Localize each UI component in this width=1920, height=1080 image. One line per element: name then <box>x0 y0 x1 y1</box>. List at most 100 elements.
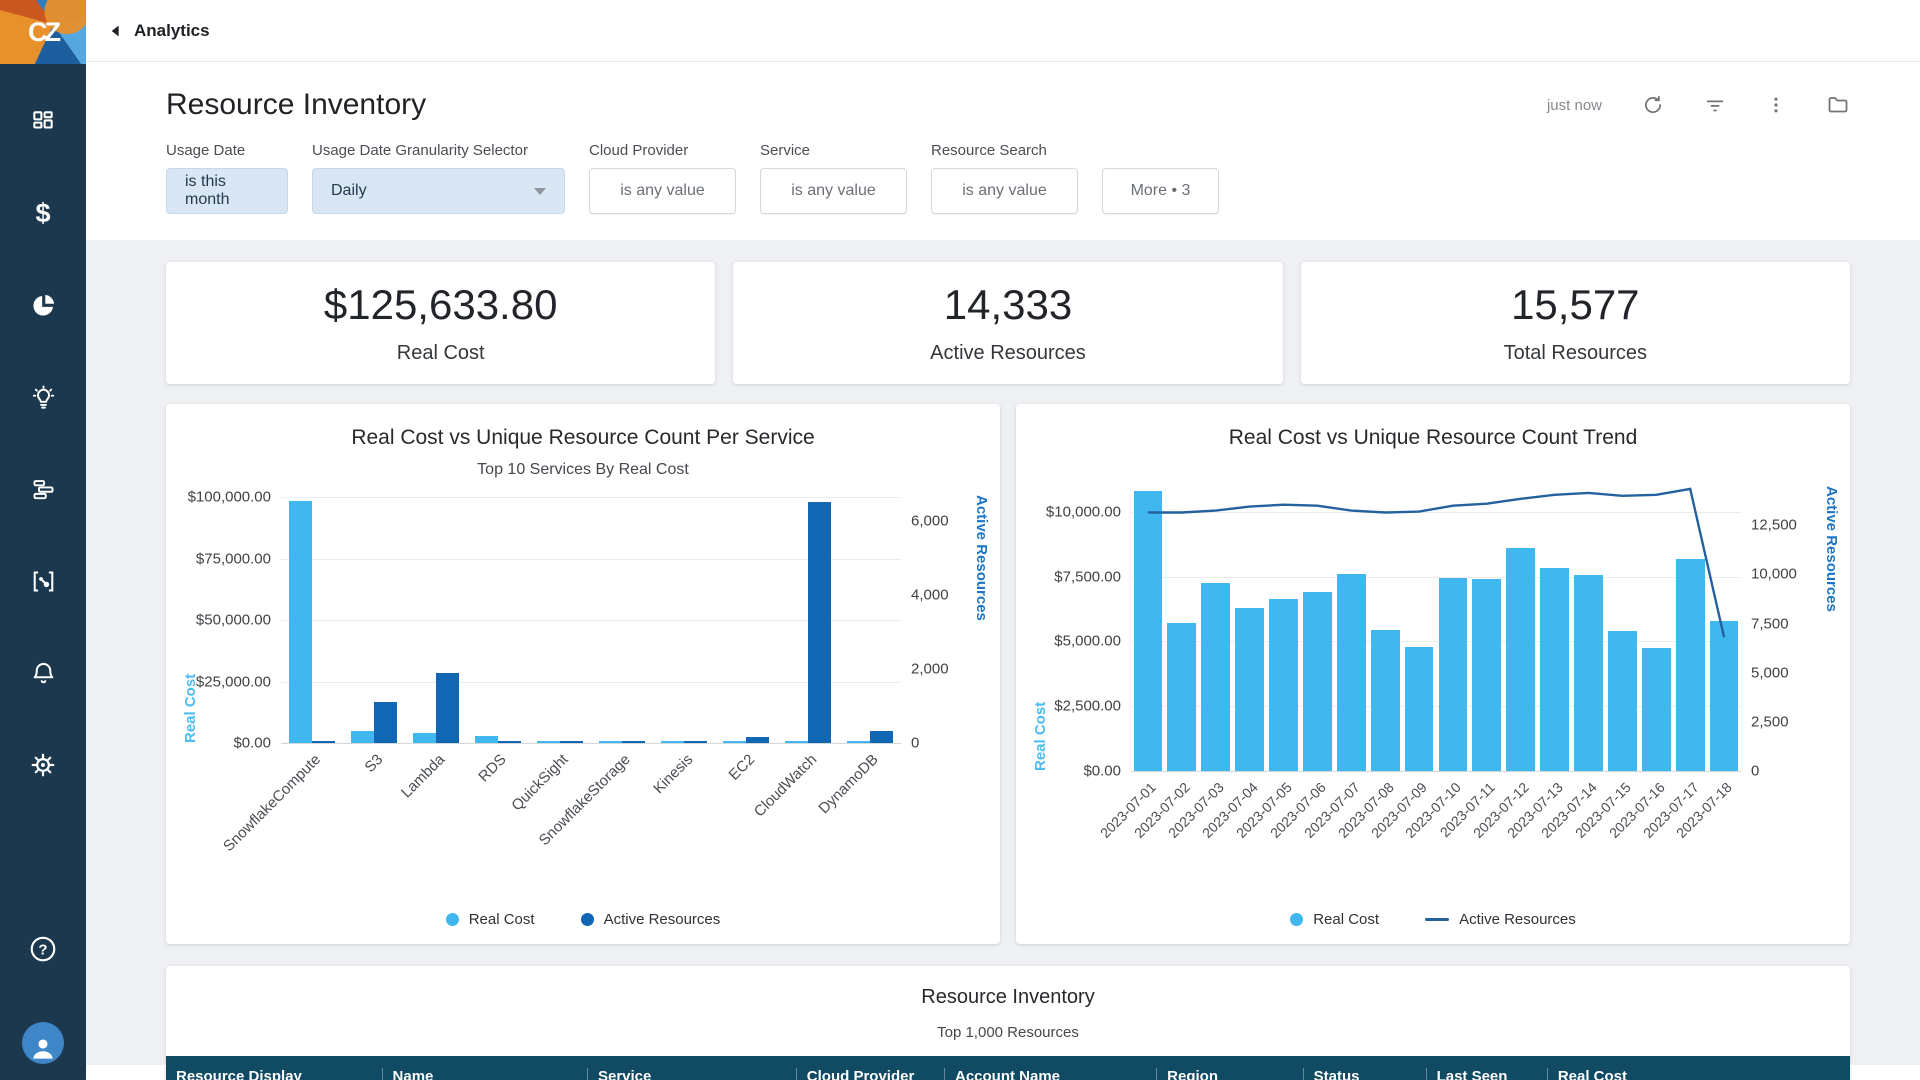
legend-dot-marker <box>446 913 459 926</box>
chart-subtitle: Top 10 Services By Real Cost <box>477 461 689 479</box>
kpi-value: 15,577 <box>1511 281 1639 329</box>
filter-chip-more-3[interactable]: More • 3 <box>1102 168 1219 214</box>
bar-real-cost <box>475 736 498 743</box>
filter-icon[interactable] <box>1704 94 1726 116</box>
filter-chip-usage-date[interactable]: is this month <box>166 168 288 214</box>
legend-item-active-resources[interactable]: Active Resources <box>1425 911 1576 928</box>
legend-dot-marker <box>1290 913 1303 926</box>
sidebar-item-spend[interactable]: $ <box>28 198 58 228</box>
refresh-icon[interactable] <box>1642 94 1664 116</box>
user-avatar[interactable] <box>22 1022 64 1064</box>
filter-label: Usage Date Granularity Selector <box>312 142 565 159</box>
y-axis-tick-label: $0.00 <box>1083 763 1121 780</box>
y-axis-tick-label: $100,000.00 <box>188 489 271 506</box>
y-axis-tick-label: 0 <box>1751 763 1759 780</box>
folder-icon[interactable] <box>1826 93 1850 117</box>
sidebar-item-insights[interactable] <box>28 382 58 412</box>
lightbulb-icon <box>30 384 57 411</box>
kpi-card-real-cost: $125,633.80Real Cost <box>166 262 715 384</box>
kpi-row: $125,633.80Real Cost 14,333 Active Resourc… <box>166 262 1850 384</box>
gridline <box>281 743 901 744</box>
y-axis-tick-label: $50,000.00 <box>196 612 271 629</box>
legend-item-active-resources[interactable]: Active Resources <box>581 911 721 928</box>
column-header-status[interactable]: Status <box>1303 1068 1426 1080</box>
sidebar-item-dimensions[interactable] <box>28 474 58 504</box>
kebab-menu-icon[interactable] <box>1766 94 1786 116</box>
svg-text:?: ? <box>38 941 47 958</box>
page-head: Resource Inventory just now <box>86 62 1920 122</box>
breadcrumb[interactable]: Analytics <box>134 21 210 41</box>
chart-legend: Real Cost Active Resources <box>446 911 721 928</box>
filter-chip-usage-date-granularity-selector[interactable]: Daily <box>312 168 565 214</box>
y-axis-label-right: Active Resources <box>1823 486 1840 771</box>
bar-active-resources <box>870 731 893 743</box>
column-header-region[interactable]: Region <box>1156 1068 1303 1080</box>
sidebar-item-dashboards[interactable] <box>28 106 58 136</box>
filter-chip-resource-search[interactable]: is any value <box>931 168 1078 214</box>
column-header-service[interactable]: Service <box>587 1068 796 1080</box>
legend-label: Active Resources <box>1459 911 1576 928</box>
filter-chip-cloud-provider[interactable]: is any value <box>589 168 736 214</box>
y-axis-tick-label: 0 <box>911 735 919 752</box>
filter-group: Resource Search is any value <box>931 142 1078 214</box>
bar-active-resources <box>374 702 397 743</box>
y-axis-tick-label: $7,500.00 <box>1054 568 1121 585</box>
kpi-value: 14,333 <box>944 281 1072 329</box>
chart-legend: Real Cost Active Resources <box>1290 911 1576 928</box>
plot: $0.00$25,000.00$50,000.00$75,000.00$100,… <box>281 495 901 743</box>
legend-label: Real Cost <box>1313 911 1379 928</box>
legend-label: Real Cost <box>469 911 535 928</box>
filter-group: Serviceis any value <box>760 142 907 214</box>
gear-icon <box>29 751 57 779</box>
filter-label: Usage Date <box>166 142 288 159</box>
plot-area: $0.00$25,000.00$50,000.00$75,000.00$100,… <box>166 495 1000 893</box>
bar-real-cost <box>785 741 808 743</box>
rows-icon <box>30 476 57 503</box>
y-axis-tick-label: $5,000.00 <box>1054 633 1121 650</box>
bar-active-resources <box>436 673 459 743</box>
filter-group: Usage Date Granularity Selector Daily <box>312 142 565 214</box>
chart-title: Real Cost vs Unique Resource Count Per S… <box>351 426 814 450</box>
table-header-row: Resource DisplayNameServiceCloud Provide… <box>166 1056 1850 1080</box>
kpi-card-total-resources: 15,577 Total Resources <box>1301 262 1850 384</box>
help-icon: ? <box>28 934 58 964</box>
bracket-metric-icon <box>30 568 57 595</box>
bar-active-resources <box>684 741 707 743</box>
column-header-cloud-provider[interactable]: Cloud Provider <box>796 1068 944 1080</box>
legend-label: Active Resources <box>604 911 721 928</box>
sidebar-item-settings[interactable] <box>28 750 58 780</box>
filter-chip-service[interactable]: is any value <box>760 168 907 214</box>
kpi-label: Active Resources <box>930 342 1086 365</box>
column-header-last-seen[interactable]: Last Seen <box>1426 1068 1547 1080</box>
cloudzero-logo[interactable]: CZ <box>0 0 86 64</box>
gridline <box>281 497 901 498</box>
bar-real-cost <box>847 741 870 743</box>
y-axis-tick-label: $25,000.00 <box>196 673 271 690</box>
kpi-label: Total Resources <box>1504 342 1647 365</box>
bar-real-cost <box>661 741 684 743</box>
column-header-account-name[interactable]: Account Name <box>944 1068 1156 1080</box>
sidebar-item-alerts[interactable] <box>28 658 58 688</box>
legend-item-real-cost[interactable]: Real Cost <box>1290 911 1379 928</box>
legend-dot-marker <box>581 913 594 926</box>
column-header-real-cost[interactable]: Real Cost <box>1547 1068 1850 1080</box>
column-header-resource-display[interactable]: Resource Display <box>166 1068 382 1080</box>
bar-active-resources <box>498 741 521 743</box>
chart-cost-trend: Real Cost vs Unique Resource Count Trend… <box>1016 404 1850 944</box>
y-axis-tick-label: 2,500 <box>1751 713 1789 730</box>
chart-cost-per-service: Real Cost vs Unique Resource Count Per S… <box>166 404 1000 944</box>
column-header-name[interactable]: Name <box>382 1068 587 1080</box>
page-title: Resource Inventory <box>166 88 426 122</box>
filter-label: Resource Search <box>931 142 1078 159</box>
sidebar-nav: $ <box>28 106 58 780</box>
filter-value: is any value <box>620 182 705 200</box>
sidebar-item-help[interactable]: ? <box>28 934 58 964</box>
sidebar-item-analytics[interactable] <box>28 290 58 320</box>
filter-value: is any value <box>962 182 1047 200</box>
sidebar-item-unit-economics[interactable] <box>28 566 58 596</box>
back-arrow-icon[interactable] <box>108 23 124 39</box>
legend-item-real-cost[interactable]: Real Cost <box>446 911 535 928</box>
y-axis-tick-label: $75,000.00 <box>196 550 271 567</box>
table-title: Resource Inventory <box>166 986 1850 1009</box>
charts-row: Real Cost vs Unique Resource Count Per S… <box>166 404 1850 944</box>
